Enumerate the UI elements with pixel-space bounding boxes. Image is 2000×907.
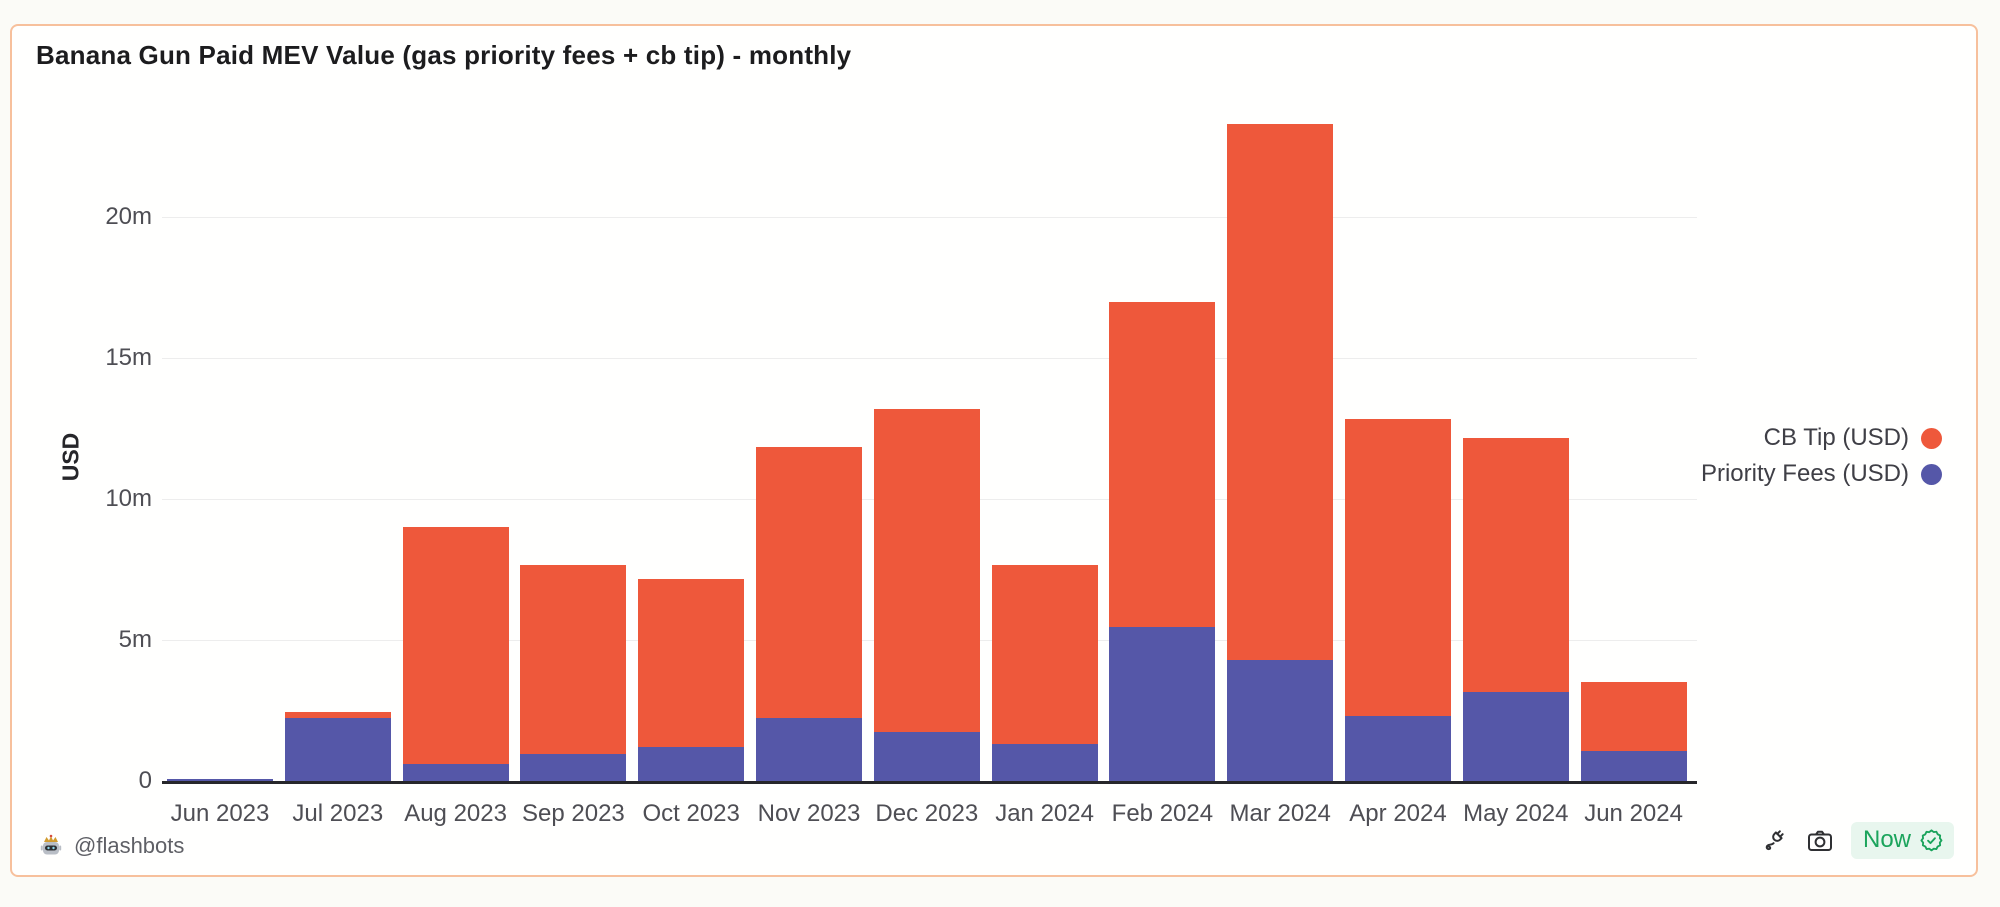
plug-icon[interactable]	[1759, 826, 1789, 856]
bar-cb-oct-2023[interactable]	[638, 579, 745, 748]
bar-cb-aug-2023[interactable]	[402, 527, 509, 765]
bar-priority-oct-2023[interactable]	[638, 747, 745, 781]
chart-card: Banana Gun Paid MEV Value (gas priority …	[10, 24, 1978, 877]
data-freshness-badge[interactable]: Now	[1850, 822, 1954, 859]
bar-cb-mar-2024[interactable]	[1227, 123, 1334, 660]
bar-priority-sep-2023[interactable]	[520, 754, 627, 781]
bar-priority-dec-2023[interactable]	[873, 731, 980, 781]
x-tick-label-jun-2024: Jun 2024	[1584, 800, 1683, 827]
legend-item-cb-tip[interactable]: CB Tip (USD)	[1764, 420, 1942, 456]
x-axis-line	[162, 781, 1697, 784]
camera-icon[interactable]	[1805, 826, 1835, 856]
bar-priority-apr-2024[interactable]	[1345, 716, 1451, 781]
attribution-row: @flashbots	[38, 833, 184, 859]
x-tick-label-apr-2024: Apr 2024	[1349, 800, 1447, 827]
bar-cb-sep-2023[interactable]	[520, 565, 627, 755]
robot-crown-icon	[38, 833, 64, 859]
bar-priority-feb-2024[interactable]	[1109, 627, 1216, 781]
bar-cb-jul-2023[interactable]	[284, 711, 391, 718]
x-tick-label-nov-2023: Nov 2023	[757, 800, 861, 827]
legend-color-dot	[1921, 427, 1942, 449]
x-tick-label-mar-2024: Mar 2024	[1229, 800, 1331, 827]
bar-cb-jan-2024[interactable]	[991, 565, 1098, 745]
bar-cb-apr-2024[interactable]	[1345, 418, 1451, 717]
x-tick-label-dec-2023: Dec 2023	[875, 800, 979, 827]
bar-priority-jun-2024[interactable]	[1580, 751, 1687, 781]
bar-priority-nov-2023[interactable]	[756, 717, 862, 781]
bar-cb-jun-2024[interactable]	[1580, 682, 1687, 752]
legend: CB Tip (USD) Priority Fees (USD)	[1701, 420, 1942, 492]
gridline-20m	[162, 216, 1697, 218]
bar-cb-feb-2024[interactable]	[1109, 301, 1216, 628]
chart-title: Banana Gun Paid MEV Value (gas priority …	[36, 40, 852, 70]
x-tick-label-jan-2024: Jan 2024	[995, 800, 1094, 827]
x-tick-label-aug-2023: Aug 2023	[404, 800, 507, 827]
legend-label: CB Tip (USD)	[1763, 424, 1909, 451]
y-tick-label-10m: 10m	[105, 485, 152, 512]
y-tick-label-0: 0	[138, 767, 152, 794]
legend-color-dot	[1921, 463, 1942, 485]
y-tick-label-20m: 20m	[105, 203, 152, 230]
verified-seal-icon	[1919, 828, 1944, 853]
bar-priority-jun-2023[interactable]	[167, 779, 273, 782]
x-tick-label-may-2024: May 2024	[1463, 800, 1569, 827]
x-tick-label-feb-2024: Feb 2024	[1111, 800, 1214, 827]
y-axis-title: USD	[57, 432, 84, 482]
bar-priority-aug-2023[interactable]	[402, 764, 509, 781]
bar-priority-jul-2023[interactable]	[284, 717, 391, 781]
legend-label: Priority Fees (USD)	[1700, 460, 1909, 487]
x-tick-label-oct-2023: Oct 2023	[642, 800, 740, 827]
gridline-15m	[162, 357, 1697, 359]
bar-priority-jan-2024[interactable]	[991, 744, 1098, 781]
bar-cb-nov-2023[interactable]	[756, 446, 862, 718]
attribution-handle[interactable]: @flashbots	[74, 833, 185, 858]
y-tick-label-15m: 15m	[105, 344, 152, 371]
bar-cb-dec-2023[interactable]	[873, 408, 980, 732]
freshness-label: Now	[1862, 826, 1911, 853]
bar-priority-may-2024[interactable]	[1462, 692, 1569, 781]
bar-cb-may-2024[interactable]	[1462, 438, 1569, 693]
x-tick-label-sep-2023: Sep 2023	[522, 800, 625, 827]
plot-area: 0 5m 10m 15m 20m USD Jun 2023 Jul 2023 Aug 2023 S…	[12, 26, 1976, 875]
x-tick-label-jul-2023: Jul 2023	[292, 800, 384, 827]
footer-actions: Now	[1759, 822, 1954, 859]
x-tick-label-jun-2023: Jun 2023	[170, 800, 270, 827]
legend-item-priority-fees[interactable]: Priority Fees (USD)	[1701, 456, 1942, 492]
bar-priority-mar-2024[interactable]	[1227, 659, 1334, 781]
y-tick-label-5m: 5m	[118, 626, 152, 653]
